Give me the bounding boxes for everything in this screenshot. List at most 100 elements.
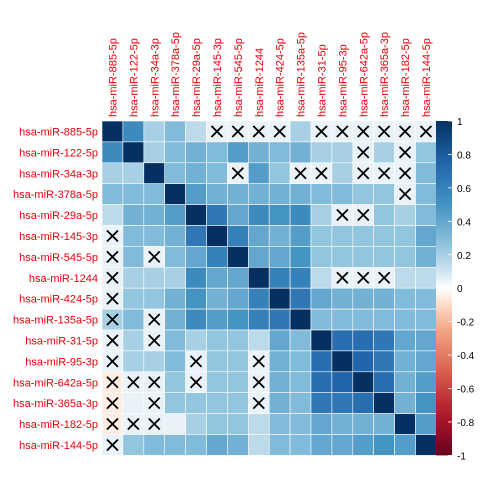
colorbar-tick-label: 0.8 <box>457 150 471 161</box>
heatmap-cell <box>310 225 333 247</box>
insignificant-markers <box>106 125 433 452</box>
heatmap-cell <box>185 266 207 289</box>
heatmap-cell <box>122 246 145 268</box>
heatmap-cell <box>373 371 395 393</box>
heatmap-cell <box>352 329 374 352</box>
column-label: hsa-miR-135a-5p <box>296 32 308 117</box>
heatmap-cell <box>185 162 207 185</box>
heatmap-cell <box>206 141 228 164</box>
cross-mark <box>398 146 412 159</box>
heatmap-cell <box>289 141 312 164</box>
heatmap-cell <box>268 371 291 393</box>
heatmap-cell <box>394 434 416 456</box>
heatmap-cell <box>164 120 186 143</box>
heatmap-cell <box>331 371 354 393</box>
heatmap-cell <box>268 434 291 456</box>
cross-mark <box>106 438 119 452</box>
cross-mark <box>189 355 203 368</box>
column-label: hsa-miR-144-5p <box>421 38 433 117</box>
heatmap-cell <box>415 204 437 226</box>
heatmap-cell <box>310 392 333 414</box>
heatmap-cell <box>331 308 354 331</box>
column-label: hsa-miR-122-5p <box>128 38 140 117</box>
colorbar-tick-label: 0.2 <box>457 251 471 262</box>
cross-mark <box>106 417 119 431</box>
row-label: hsa-miR-31-5p <box>25 335 98 347</box>
heatmap-cell <box>143 434 166 456</box>
heatmap-cell <box>164 308 186 331</box>
heatmap-cell <box>101 183 124 205</box>
row-label: hsa-miR-1244 <box>29 273 98 285</box>
cross-mark <box>106 229 119 243</box>
heatmap-cell <box>143 183 166 205</box>
heatmap-cell <box>206 371 228 393</box>
cross-mark <box>357 146 370 159</box>
heatmap-cell <box>289 392 312 414</box>
column-label: hsa-miR-885-5p <box>107 38 119 117</box>
heatmap-cell <box>206 246 228 268</box>
heatmap-cell <box>143 225 166 247</box>
heatmap-cell <box>227 434 249 456</box>
column-label: hsa-miR-145-3p <box>212 38 224 117</box>
heatmap-cell <box>122 308 145 331</box>
heatmap-cell <box>185 246 207 268</box>
column-label: hsa-miR-34a-3p <box>149 38 161 117</box>
heatmap-cell <box>415 371 437 393</box>
row-label: hsa-miR-145-3p <box>19 231 98 243</box>
heatmap-cell <box>310 413 333 435</box>
cross-mark <box>106 334 119 347</box>
cross-mark <box>336 208 349 222</box>
cross-mark <box>231 125 244 138</box>
heatmap-cell <box>394 350 416 373</box>
column-label: hsa-miR-545-5p <box>233 38 245 117</box>
column-label: hsa-miR-424-5p <box>275 38 287 117</box>
cross-mark <box>210 125 224 138</box>
heatmap-cell <box>415 141 437 164</box>
heatmap-cell <box>268 308 291 331</box>
heatmap-cell <box>185 392 207 414</box>
heatmap-cell <box>394 266 416 289</box>
heatmap-cell <box>352 183 374 205</box>
cross-mark <box>148 313 161 326</box>
heatmap-cell <box>415 308 437 331</box>
heatmap-cell <box>289 204 312 226</box>
cross-mark <box>378 271 391 284</box>
cross-mark <box>106 313 119 326</box>
heatmap-cell <box>185 329 207 352</box>
colorbar: 1 0.8 0.6 0.4 0.2 0 -0.2 -0.4 -0.6 -0.8 -1 <box>436 117 475 462</box>
heatmap-cell <box>206 350 228 373</box>
heatmap-cell <box>185 413 207 435</box>
heatmap-cell <box>331 350 354 373</box>
heatmap-cell <box>352 225 374 247</box>
heatmap-cell <box>227 329 249 352</box>
heatmap-cell <box>143 204 166 226</box>
cross-mark <box>252 397 265 410</box>
cross-mark <box>315 167 328 180</box>
row-label: hsa-miR-144-5p <box>19 440 98 452</box>
heatmap-cell <box>415 329 437 352</box>
heatmap-cell <box>310 183 333 205</box>
heatmap-cell <box>227 141 249 164</box>
heatmap-cell <box>206 162 228 185</box>
row-label: hsa-miR-95-3p <box>25 356 98 368</box>
heatmap-cell <box>289 183 312 205</box>
heatmap-cell <box>268 162 291 185</box>
heatmap-cell <box>331 141 354 164</box>
cross-mark <box>336 271 349 284</box>
cross-mark <box>398 125 412 138</box>
heatmap-cell <box>248 266 270 289</box>
heatmap-cell <box>394 371 416 393</box>
cross-mark <box>106 271 119 284</box>
heatmap-cell <box>122 162 145 185</box>
heatmap-cell <box>122 329 145 352</box>
heatmap-cell <box>248 329 270 352</box>
heatmap-cell <box>268 141 291 164</box>
row-label: hsa-miR-182-5p <box>19 419 98 431</box>
heatmap-cell <box>185 225 207 247</box>
cross-mark <box>273 125 286 138</box>
heatmap-cell <box>331 246 354 268</box>
heatmap-cell <box>289 413 312 435</box>
heatmap-cell <box>164 350 186 373</box>
heatmap-cell <box>310 371 333 393</box>
heatmap-cell <box>248 246 270 268</box>
